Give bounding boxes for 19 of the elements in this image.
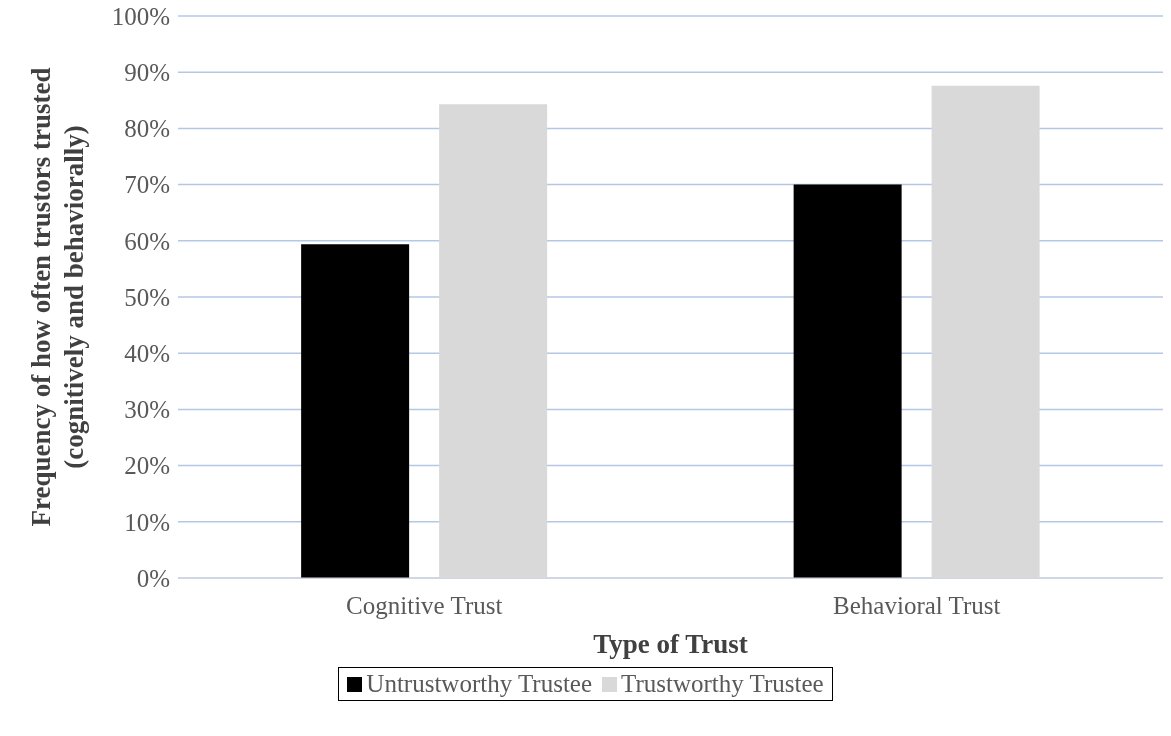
y-axis-title: Frequency of how often trustors trusted (cognitively and behaviorally): [26, 67, 89, 527]
bar: [793, 184, 902, 578]
y-tick-label: 60%: [124, 227, 170, 255]
x-axis-title: Type of Trust: [593, 629, 748, 659]
legend-label: Untrustworthy Trustee: [366, 670, 593, 698]
y-tick-label: 70%: [124, 171, 170, 199]
y-tick-label: 100%: [111, 2, 170, 30]
x-tick-label: Cognitive Trust: [346, 591, 503, 619]
y-tick-label: 20%: [124, 452, 170, 480]
x-tick-label: Behavioral Trust: [833, 591, 1001, 619]
y-tick-label: 0%: [136, 564, 170, 592]
bar: [301, 244, 410, 578]
y-tick-label: 30%: [124, 396, 170, 424]
legend-label: Trustworthy Trustee: [621, 670, 824, 698]
y-tick-label: 40%: [124, 340, 170, 368]
y-tick-label: 10%: [124, 508, 170, 536]
y-tick-label: 50%: [124, 283, 170, 311]
y-tick-label: 80%: [124, 115, 170, 143]
y-tick-label: 90%: [124, 59, 170, 87]
